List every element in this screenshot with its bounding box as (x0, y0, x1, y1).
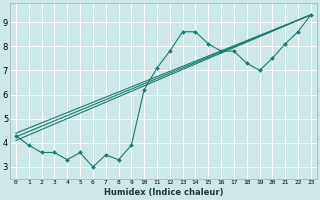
X-axis label: Humidex (Indice chaleur): Humidex (Indice chaleur) (104, 188, 223, 197)
